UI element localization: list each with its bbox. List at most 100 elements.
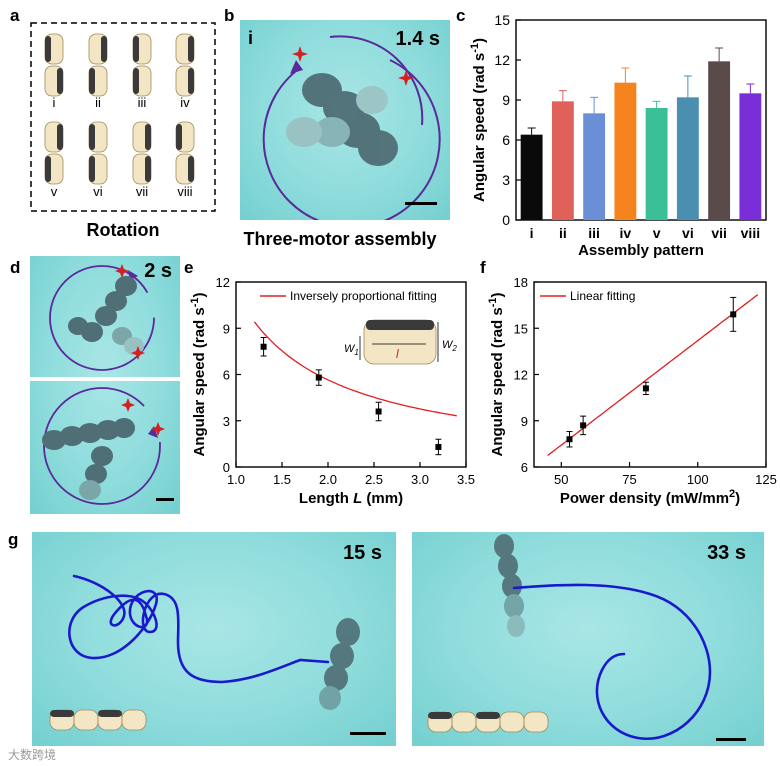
pattern-label: iii [138,95,147,110]
y-tick-label: 3 [502,172,510,188]
x-tick-label: viii [741,225,760,241]
data-point [375,408,382,415]
bar [645,108,668,220]
panel-b-time: 1.4 s [395,28,440,50]
y-tick-label: 6 [502,132,510,148]
motor-cap [188,156,194,182]
pattern-label: vii [136,184,148,199]
pattern-label: viii [177,184,192,199]
panel-b-label: b [224,6,235,25]
panel-b-photo: i 1.4 s [240,20,450,220]
scale-bar [350,732,386,735]
motor-cap [101,36,107,62]
bar [614,82,637,221]
y-tick-label: 12 [514,368,528,383]
inset-l-label: l [396,347,399,361]
x-tick-label: vii [711,225,727,241]
panel-d-label: d [10,258,21,277]
y-tick-label: 3 [223,414,230,429]
motor-cap [176,124,182,150]
y-tick-label: 9 [502,92,510,108]
motor-cap [57,68,63,94]
motor-cap [89,156,95,182]
scale-bar [716,738,746,741]
panel-a-caption: Rotation [86,220,160,240]
x-tick-label: 75 [622,472,636,487]
bar [708,61,731,221]
panel-a-patterns: i ii iii iv v vi vii viii [30,22,216,212]
x-tick-label: vi [682,225,694,241]
y-tick-label: 9 [223,321,230,336]
panel-g-left-time: 15 s [343,542,382,564]
panel-b-index: i [248,28,254,48]
x-tick-label: 2.5 [365,472,383,487]
x-tick-label: 1.0 [227,472,245,487]
panel-c-label: c [456,6,466,25]
x-tick-label: 100 [687,472,709,487]
pattern-label: i [53,95,56,110]
assembly-diagram [49,709,147,731]
motor-assembly [286,73,398,166]
watermark: 大数跨境 [8,748,57,762]
pattern-label: v [51,184,58,199]
legend-label: Linear fitting [570,289,635,303]
y-tick-label: 0 [223,460,230,475]
motor-cap [45,156,51,182]
y-axis-label: Angular speed (rad s-1) [487,293,506,457]
x-tick-label: iii [588,225,600,241]
x-tick-label: iv [620,225,632,241]
panel-f-label: f [480,258,486,277]
data-point [260,343,267,350]
pattern-label: vi [93,184,103,199]
x-tick-label: i [530,225,534,241]
legend-label: Inversely proportional fitting [290,289,437,303]
x-axis-label: Length L (mm) [299,490,403,507]
data-point [730,311,737,318]
bar [676,97,699,220]
y-axis-label: Angular speed (rad s-1) [469,38,488,202]
x-tick-label: 3.0 [411,472,429,487]
panel-g-left-photo: 15 s [32,532,396,746]
data-point [315,374,322,381]
motor-cap [188,68,194,94]
data-point [642,385,649,392]
trajectory-path [68,574,330,684]
panel-g-label: g [8,530,19,549]
chart-f: 50 75 100 125 6 9 12 15 18 Linear fitting Power de… [487,275,777,507]
pattern-label: iv [180,95,190,110]
chart-e: 1.0 1.5 2.0 2.5 3.0 3.5 0 3 6 9 12 Inversely propor… [189,275,475,507]
panel-d-photo: 2 s [30,256,180,514]
motor-cap [57,124,63,150]
y-tick-label: 0 [502,212,510,228]
assembly-diagram [427,711,549,733]
x-tick-label: 125 [755,472,777,487]
x-tick-label: 3.5 [457,472,475,487]
y-tick-label: 9 [521,414,528,429]
x-axis-label: Assembly pattern [578,242,704,259]
rotation-arrow-icon [262,59,441,220]
panel-e-label: e [184,258,194,277]
x-tick-label: v [653,225,661,241]
y-tick-label: 6 [223,368,230,383]
bar [739,93,762,220]
motor-cap [45,36,51,62]
panel-d-time: 2 s [144,260,172,282]
y-tick-label: 15 [494,12,510,28]
panel-g-right-time: 33 s [707,542,746,564]
panel-g-right-photo: 33 s [412,532,764,746]
x-tick-label: 2.0 [319,472,337,487]
bar [520,134,543,220]
panel-b-caption: Three-motor assembly [243,229,437,249]
x-tick-label: 1.5 [273,472,291,487]
fit-line [253,321,457,417]
inset-diagram: W1 W2 l [344,319,457,365]
plot-frame [235,281,467,468]
motor-cap [133,68,139,94]
motor-cap [133,36,139,62]
inset-w1-label: W1 [344,343,359,357]
data-point [580,422,587,429]
y-tick-label: 15 [514,321,528,336]
marker-star-icon [292,46,414,86]
